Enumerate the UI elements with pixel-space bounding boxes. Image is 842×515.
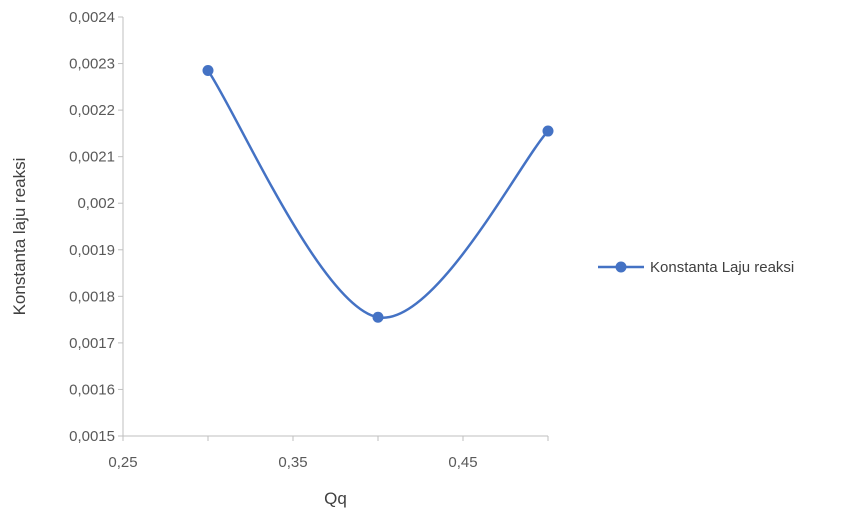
y-tick-label: 0,0019 xyxy=(69,242,115,259)
y-tick-label: 0,002 xyxy=(77,195,115,212)
y-tick-label: 0,0021 xyxy=(69,149,115,166)
y-tick-label: 0,0016 xyxy=(69,381,115,398)
data-point xyxy=(203,65,214,76)
series-layer xyxy=(203,65,554,323)
axes xyxy=(123,17,548,436)
y-axis-title: Konstanta laju reaksi xyxy=(10,158,29,316)
y-tick-label: 0,0023 xyxy=(69,56,115,73)
y-tick-label: 0,0017 xyxy=(69,335,115,352)
x-axis-title: Qq xyxy=(324,489,347,508)
y-tick-label: 0,0022 xyxy=(69,102,115,119)
y-tick-label: 0,0018 xyxy=(69,288,115,305)
x-ticks: 0,25 0,35 0,45 xyxy=(108,436,548,471)
x-tick-label: 0,25 xyxy=(108,454,137,471)
legend: Konstanta Laju reaksi xyxy=(598,259,794,276)
y-ticks: 0,0015 0,0016 0,0017 0,0018 0,0019 0,002 0,002… xyxy=(69,9,123,445)
legend-point-marker xyxy=(616,262,627,273)
y-tick-label: 0,0015 xyxy=(69,428,115,445)
series-line xyxy=(208,71,548,318)
data-point xyxy=(543,126,554,137)
x-tick-label: 0,35 xyxy=(278,454,307,471)
legend-label: Konstanta Laju reaksi xyxy=(650,259,794,276)
y-tick-label: 0,0024 xyxy=(69,9,115,26)
x-tick-label: 0,45 xyxy=(448,454,477,471)
data-point xyxy=(373,312,384,323)
